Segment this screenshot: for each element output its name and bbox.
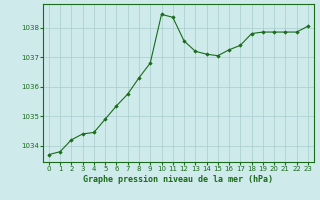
X-axis label: Graphe pression niveau de la mer (hPa): Graphe pression niveau de la mer (hPa) — [84, 175, 273, 184]
